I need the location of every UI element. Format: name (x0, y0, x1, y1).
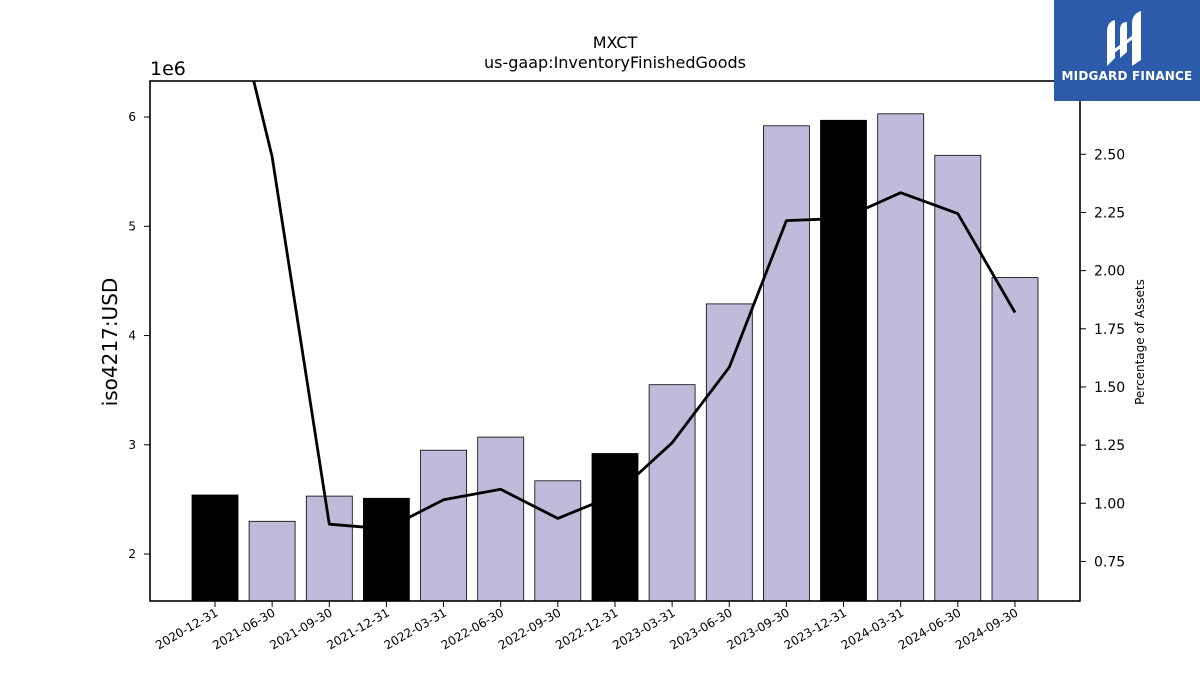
y-tick-label: 5 (128, 219, 136, 233)
percentage-line (252, 81, 1017, 531)
chart-title: MXCT (593, 33, 638, 52)
x-tick-label: 2021-12-31 (325, 605, 392, 652)
line-series (252, 81, 1017, 531)
x-tick-label: 2023-09-30 (724, 605, 791, 652)
y-tick-label: 6 (128, 110, 136, 124)
bar-2023-03-31 (648, 384, 696, 602)
y2-tick-label: 1.25 (1094, 438, 1125, 454)
bar-2023-12-31 (820, 119, 867, 602)
bar-2022-09-30 (534, 480, 582, 602)
x-tick-label: 2020-12-31 (153, 605, 220, 652)
y2-tick-label: 1.50 (1094, 380, 1125, 396)
x-tick-label: 2021-06-30 (210, 605, 277, 652)
x-tick-label: 2024-06-30 (896, 605, 963, 652)
bar-2021-12-31 (362, 497, 410, 602)
x-tick-label: 2023-12-31 (782, 605, 849, 652)
x-tick-label: 2021-09-30 (267, 605, 334, 652)
logo-text: MIDGARD FINANCE (1061, 69, 1193, 83)
y2-tick-label: 2.50 (1094, 147, 1125, 163)
y-offset-label: 1e6 (150, 58, 186, 80)
y-axis-label: iso4217:USD (98, 278, 122, 407)
x-tick-label: 2022-06-30 (439, 605, 506, 652)
y-tick-label: 4 (128, 329, 136, 343)
bar-2021-06-30 (248, 520, 296, 602)
bar-2020-12-31 (191, 494, 239, 602)
x-tick-label: 2024-03-31 (839, 605, 906, 652)
bar-2022-03-31 (420, 449, 468, 602)
bar-2023-09-30 (763, 125, 810, 602)
x-tick-label: 2023-03-31 (610, 605, 677, 652)
y2-tick-label: 2.25 (1094, 205, 1125, 221)
x-tick-label: 2022-03-31 (382, 605, 449, 652)
y2-tick-label: 1.00 (1094, 496, 1125, 512)
y2-tick-label: 2.00 (1094, 264, 1125, 280)
x-tick-label: 2022-12-31 (553, 605, 620, 652)
y2-axis-label: Percentage of Assets (1133, 279, 1147, 405)
x-tick-label: 2023-06-30 (667, 605, 734, 652)
x-tick-label: 2022-09-30 (496, 605, 563, 652)
bar-2024-06-30 (934, 154, 982, 602)
midgard-finance-logo: MIDGARD FINANCE (1054, 0, 1200, 101)
x-tick-label: 2024-09-30 (953, 605, 1020, 652)
chart-subtitle: us-gaap:InventoryFinishedGoods (484, 53, 746, 72)
y-tick-label: 3 (128, 438, 136, 452)
bar-2022-12-31 (591, 453, 639, 602)
midgard-finance-logo-icon (1107, 11, 1141, 66)
bar-2021-09-30 (305, 495, 353, 602)
bar-2022-06-30 (477, 436, 525, 602)
bar-2024-03-31 (877, 113, 925, 602)
bar-2023-06-30 (705, 303, 753, 602)
y2-tick-label: 0.75 (1094, 554, 1125, 570)
y2-tick-label: 1.75 (1094, 322, 1125, 338)
bar-2024-09-30 (991, 277, 1039, 602)
y-tick-label: 2 (128, 547, 136, 561)
bar-series (191, 113, 1039, 602)
